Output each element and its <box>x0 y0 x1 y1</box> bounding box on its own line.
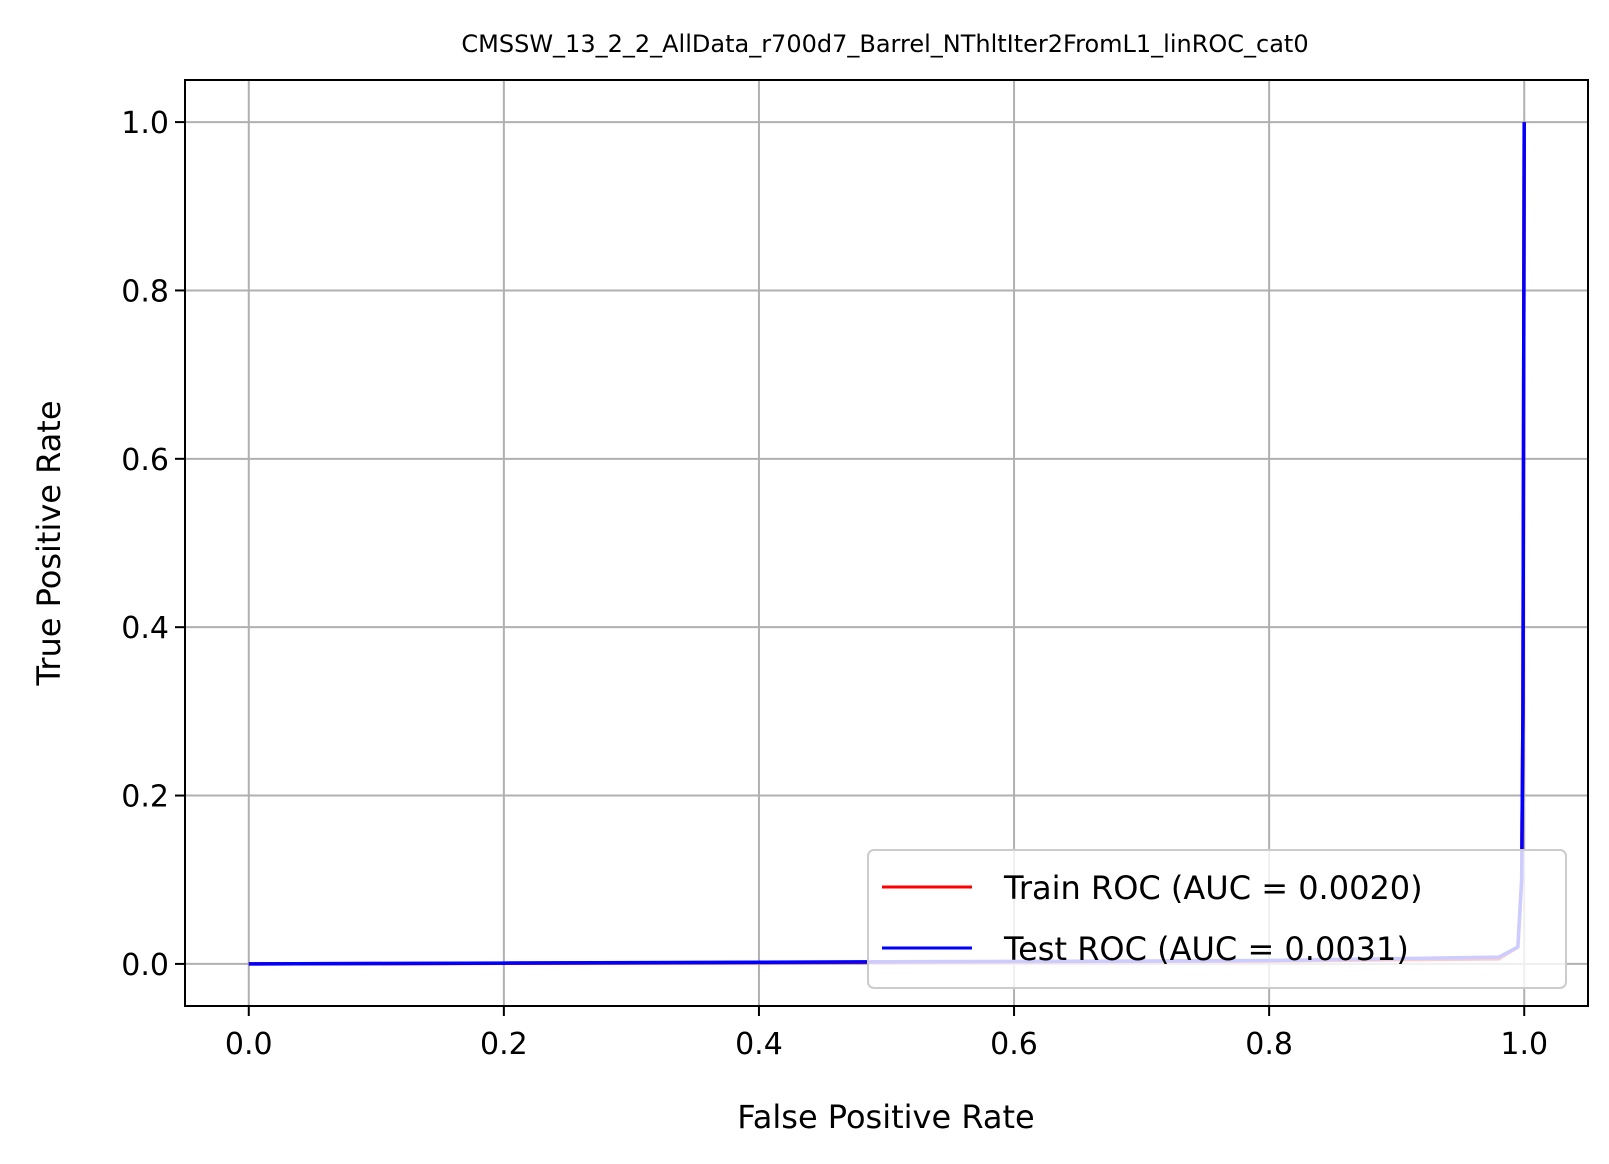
x-tick-label: 0.6 <box>990 1027 1038 1062</box>
y-tick-label: 1.0 <box>121 106 169 141</box>
x-tick-label: 0.4 <box>735 1027 783 1062</box>
axis-ticks: 0.0 0.2 0.4 0.6 0.8 1.0 0.0 0.2 0.4 0.6 0.8 1.0 <box>121 106 1548 1062</box>
y-tick-label: 0.0 <box>121 948 169 983</box>
legend-label-test: Test ROC (AUC = 0.0031) <box>1003 930 1409 968</box>
y-tick-label: 0.4 <box>121 611 169 646</box>
x-axis-label: False Positive Rate <box>737 1098 1034 1136</box>
x-tick-label: 0.8 <box>1245 1027 1293 1062</box>
plot-frame <box>184 79 1589 1007</box>
legend: Train ROC (AUC = 0.0020) Test ROC (AUC =… <box>867 849 1567 989</box>
y-axis-label: True Positive Rate <box>30 400 68 686</box>
y-tick-label: 0.6 <box>121 443 169 478</box>
x-tick-label: 1.0 <box>1500 1027 1548 1062</box>
y-tick-label: 0.2 <box>121 780 169 815</box>
x-tick-label: 0.2 <box>480 1027 528 1062</box>
chart-title: CMSSW_13_2_2_AllData_r700d7_Barrel_NThlt… <box>461 30 1308 58</box>
legend-box <box>867 849 1567 989</box>
y-tick-label: 0.8 <box>121 274 169 309</box>
legend-label-train: Train ROC (AUC = 0.0020) <box>1003 869 1423 907</box>
x-tick-label: 0.0 <box>225 1027 273 1062</box>
